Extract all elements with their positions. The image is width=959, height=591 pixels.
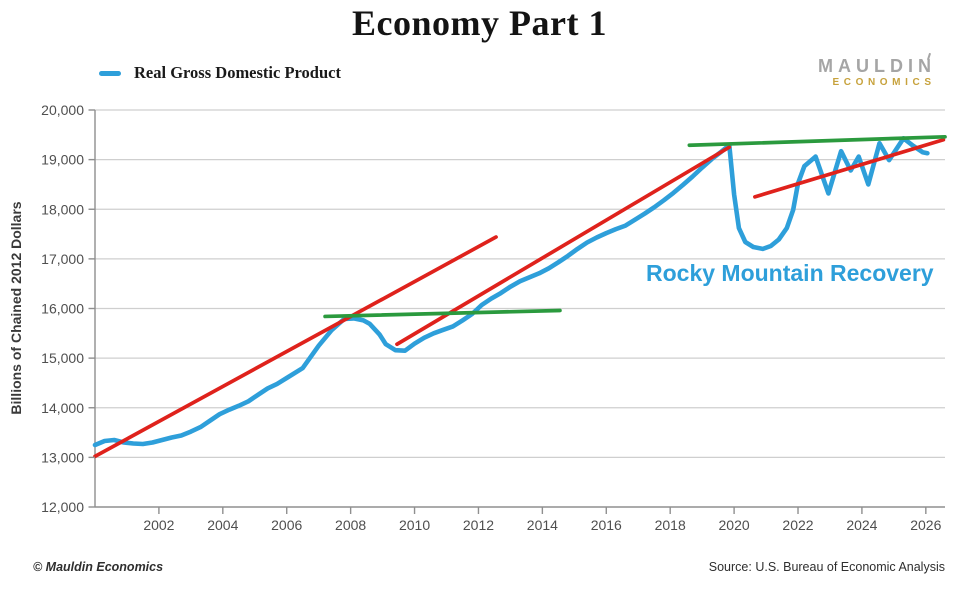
chart-title: Economy Part 1 [352,3,607,43]
y-tick-label: 16,000 [41,301,84,317]
x-tick-label: 2026 [910,517,941,533]
x-tick-label: 2016 [591,517,622,533]
legend-line-swatch [99,70,121,76]
x-tick-label: 2018 [655,517,686,533]
y-axis-title: Billions of Chained 2012 Dollars [8,201,24,415]
resistance-green-2008 [323,308,562,319]
copyright-note: © Mauldin Economics [33,560,164,574]
trend-red-pre-crisis [93,235,498,459]
resistance-green-2020 [687,134,947,148]
y-tick-label: 13,000 [41,449,84,465]
y-tick-label: 20,000 [41,102,84,118]
source-note: Source: U.S. Bureau of Economic Analysis [708,560,945,574]
x-tick-label: 2006 [271,517,302,533]
y-tick-label: 15,000 [41,350,84,366]
legend-label: Real Gross Domestic Product [134,63,341,82]
annotation-rocky-mountain-recovery: Rocky Mountain Recovery [646,260,934,286]
x-tick-label: 2002 [143,517,174,533]
x-tick-label: 2024 [846,517,877,533]
x-tick-label: 2012 [463,517,494,533]
logo-subtitle: ECONOMICS [832,77,936,88]
legend: Real Gross Domestic Product [99,63,341,83]
x-tick-label: 2022 [782,517,813,533]
x-tick-label: 2004 [207,517,238,533]
trend-red-post-covid [753,137,946,199]
x-tick-label: 2008 [335,517,366,533]
logo-wordmark: MAULDIN [818,56,936,76]
x-tick-label: 2014 [527,517,558,533]
x-tick-label: 2010 [399,517,430,533]
x-tick-label: 2020 [719,517,750,533]
y-tick-label: 14,000 [41,400,84,416]
y-tick-label: 18,000 [41,201,84,217]
gdp-line [92,136,930,448]
y-tick-label: 19,000 [41,152,84,168]
y-tick-label: 12,000 [41,499,84,515]
y-tick-label: 17,000 [41,251,84,267]
mauldin-economics-logo: MAULDIN ECONOMICS [818,57,931,88]
